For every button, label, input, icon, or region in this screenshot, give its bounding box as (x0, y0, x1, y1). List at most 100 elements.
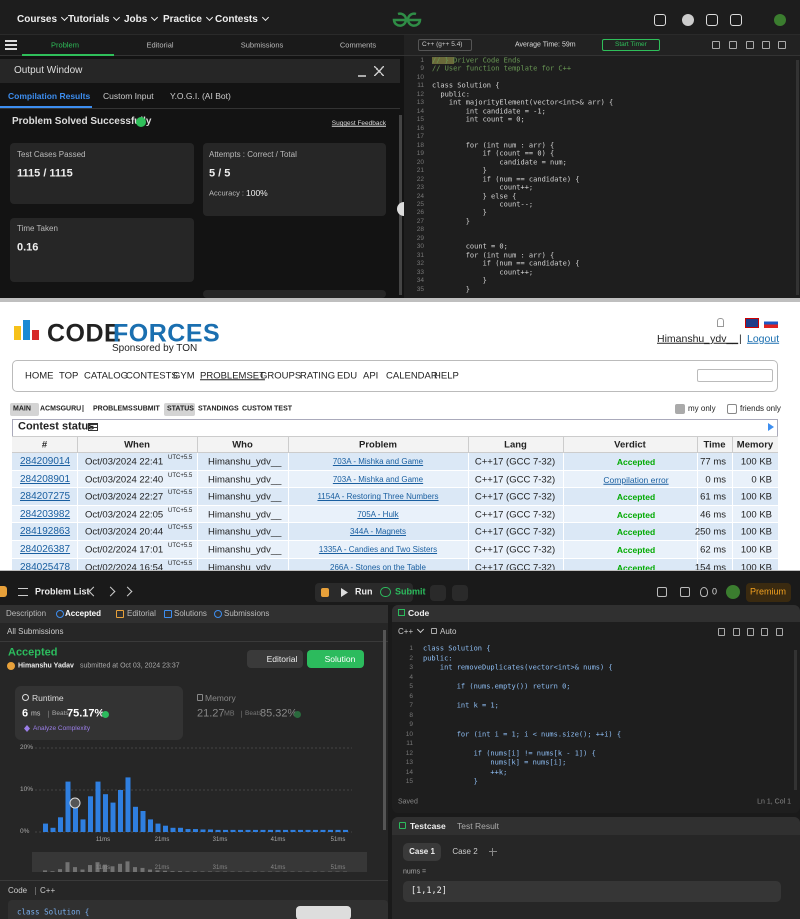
menu-item[interactable]: GYM (173, 370, 195, 382)
problem-link[interactable]: 344A - Magnets (349, 527, 407, 537)
who[interactable]: Himanshu_ydv__ (208, 526, 282, 538)
checkbox-checked[interactable] (675, 404, 685, 414)
timer-button[interactable] (602, 39, 660, 51)
feedback-link[interactable]: Suggest Feedback (331, 119, 386, 127)
tab[interactable]: Solutions (174, 609, 207, 618)
submenu-item[interactable]: MAIN (13, 405, 31, 413)
list-icon[interactable] (18, 588, 28, 596)
subtab[interactable]: Y.O.G.I. (AI Bot) (170, 90, 231, 101)
submission-id[interactable]: 284207275 (20, 491, 71, 503)
timer-icon[interactable] (430, 585, 446, 601)
submission-id[interactable]: 284025478 (20, 561, 71, 570)
bell-icon[interactable] (717, 318, 724, 327)
user-link[interactable]: Himanshu_ydv__ (657, 332, 739, 345)
submenu-item[interactable]: STATUS (167, 405, 194, 413)
who[interactable]: Himanshu_ydv__ (208, 456, 282, 468)
submission-id[interactable]: 284208901 (20, 473, 71, 485)
who[interactable]: Himanshu_ydv__ (208, 561, 282, 570)
problem-link[interactable]: 705A - Hulk (357, 509, 399, 519)
submit-icon[interactable] (380, 587, 391, 597)
menu-item[interactable]: RATING (300, 370, 336, 382)
problem-link[interactable]: 703A - Mishka and Game (332, 457, 424, 466)
submenu-item[interactable]: SUBMIT (133, 405, 160, 413)
case-button-active[interactable] (403, 843, 441, 861)
menu-item[interactable]: CATALOG (84, 370, 128, 382)
subtab[interactable]: Compilation Results (8, 90, 91, 101)
verdict[interactable]: Compilation error (603, 474, 669, 485)
editor-icon[interactable] (761, 628, 768, 636)
editor-icon[interactable] (778, 41, 786, 49)
note-icon[interactable] (452, 585, 468, 601)
tab[interactable]: Problem (51, 40, 79, 50)
editor-icon[interactable] (733, 628, 740, 636)
problem-link[interactable]: 266A - Stones on the Table (330, 562, 426, 570)
editor-icon[interactable] (746, 41, 754, 49)
analyze-link[interactable]: Analyze Complexity (33, 724, 91, 732)
minimize-icon[interactable] (358, 75, 366, 77)
problem-list[interactable]: Problem List (35, 586, 90, 597)
submenu-item[interactable]: ACMSGURU (40, 405, 82, 413)
premium-button[interactable] (746, 583, 791, 602)
case-label[interactable]: Case 2 (452, 847, 478, 856)
editor-icon[interactable] (718, 628, 725, 636)
menu-item[interactable]: GROUPS (260, 370, 302, 382)
menu-item[interactable]: HELP (434, 370, 459, 382)
menu-item[interactable]: CONTESTS (126, 370, 178, 382)
who[interactable]: Himanshu_ydv__ (208, 544, 282, 556)
menu-item[interactable]: TOP (59, 370, 79, 382)
who[interactable]: Himanshu_ydv__ (208, 491, 282, 503)
explain-button[interactable] (296, 906, 351, 919)
language-select[interactable] (418, 39, 472, 51)
tab[interactable]: Description (6, 609, 47, 618)
run-icon[interactable] (341, 588, 348, 597)
logout-link[interactable]: Logout (747, 332, 780, 345)
checkbox[interactable] (727, 404, 737, 414)
nav-item[interactable]: Contests (215, 15, 268, 25)
editor-icon[interactable] (776, 628, 783, 636)
nav-item[interactable]: Jobs (124, 15, 157, 25)
flag-uk[interactable] (745, 318, 759, 328)
nav-item[interactable]: Courses (17, 15, 67, 25)
run-button[interactable]: Run (355, 586, 373, 597)
subtab[interactable]: Custom Input (103, 90, 154, 101)
logo-icon[interactable] (0, 586, 7, 597)
menu-item[interactable]: API (363, 370, 379, 382)
editor-icon[interactable] (762, 41, 770, 49)
all-submissions[interactable]: All Submissions (7, 627, 64, 636)
menu-item[interactable]: CALENDAR (386, 370, 438, 382)
avatar[interactable] (726, 585, 740, 599)
problem-link[interactable]: 1335A - Candies and Two Sisters (318, 545, 438, 554)
editorial-button[interactable] (247, 650, 303, 668)
arrow-icon[interactable] (768, 423, 774, 431)
tab[interactable]: Submissions (240, 40, 284, 50)
nav-icon[interactable] (654, 14, 666, 26)
submenu-item[interactable]: CUSTOM TEST (242, 405, 293, 413)
menu-icon[interactable] (5, 40, 17, 50)
who[interactable]: Himanshu_ydv__ (208, 473, 282, 485)
nav-icon[interactable] (682, 14, 694, 26)
flag-ru[interactable] (764, 318, 778, 328)
submission-id[interactable]: 284209014 (20, 456, 71, 467)
submenu-item[interactable]: PROBLEMS (93, 405, 133, 413)
tab[interactable]: Submissions (224, 609, 270, 618)
testcase-tab[interactable]: Test Result (457, 820, 500, 831)
nav-icon[interactable] (730, 14, 742, 26)
menu-item[interactable]: PROBLEMSET (200, 370, 265, 382)
close-icon[interactable] (374, 66, 384, 76)
debug-icon[interactable] (321, 588, 329, 597)
testcase-tab[interactable]: Testcase (410, 820, 446, 831)
submenu-item[interactable]: STANDINGS (198, 405, 239, 413)
submission-id[interactable]: 284203982 (20, 508, 71, 520)
search-box[interactable] (697, 369, 773, 382)
menu-item[interactable]: EDU (337, 370, 358, 382)
submit-button[interactable]: Submit (395, 586, 426, 597)
nav-icon[interactable] (706, 14, 718, 26)
editor-icon[interactable] (712, 41, 720, 49)
nav-icon[interactable] (774, 14, 786, 26)
tab[interactable]: Accepted (65, 609, 102, 618)
menu-item[interactable]: HOME (25, 370, 54, 382)
editor-icon[interactable] (729, 41, 737, 49)
nav-item[interactable]: Tutorials (68, 15, 119, 25)
who[interactable]: Himanshu_ydv__ (208, 509, 282, 521)
tab[interactable]: Editorial (146, 40, 174, 50)
